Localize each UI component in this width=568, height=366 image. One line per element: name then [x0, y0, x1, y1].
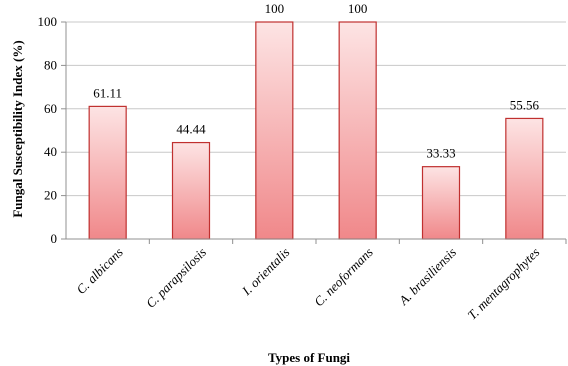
y-tick-label: 60 [44, 101, 57, 116]
bar [338, 21, 377, 240]
y-axis-title: Fungal Susceptibility Index (%) [10, 40, 25, 217]
data-label: 44.44 [176, 122, 206, 137]
y-tick-label: 80 [44, 57, 57, 72]
y-tick-label: 0 [51, 231, 58, 246]
data-label: 33.33 [426, 146, 455, 161]
x-axis-title: Types of Fungi [268, 350, 350, 365]
axes [61, 21, 567, 244]
category-label: C. parapsilosis [143, 245, 209, 311]
category-label: C. albicans [73, 245, 125, 297]
y-tick-label: 40 [44, 144, 57, 159]
bar [88, 105, 127, 240]
category-label: C. neoformans [311, 245, 376, 310]
data-label: 55.56 [510, 97, 540, 112]
data-label: 61.11 [93, 85, 122, 100]
bar [505, 117, 544, 240]
bar [421, 166, 461, 240]
gridlines [66, 21, 566, 197]
bar [171, 141, 211, 240]
y-tick-label: 100 [38, 14, 58, 29]
data-label: 100 [265, 1, 285, 16]
category-label: I. orientalis [238, 245, 292, 299]
y-tick-label: 20 [44, 188, 57, 203]
category-label: A. brasiliensis [395, 245, 459, 309]
bar [255, 21, 294, 240]
bars [88, 21, 544, 240]
category-label: T. mentagrophytes [464, 245, 542, 323]
data-label: 100 [348, 1, 368, 16]
